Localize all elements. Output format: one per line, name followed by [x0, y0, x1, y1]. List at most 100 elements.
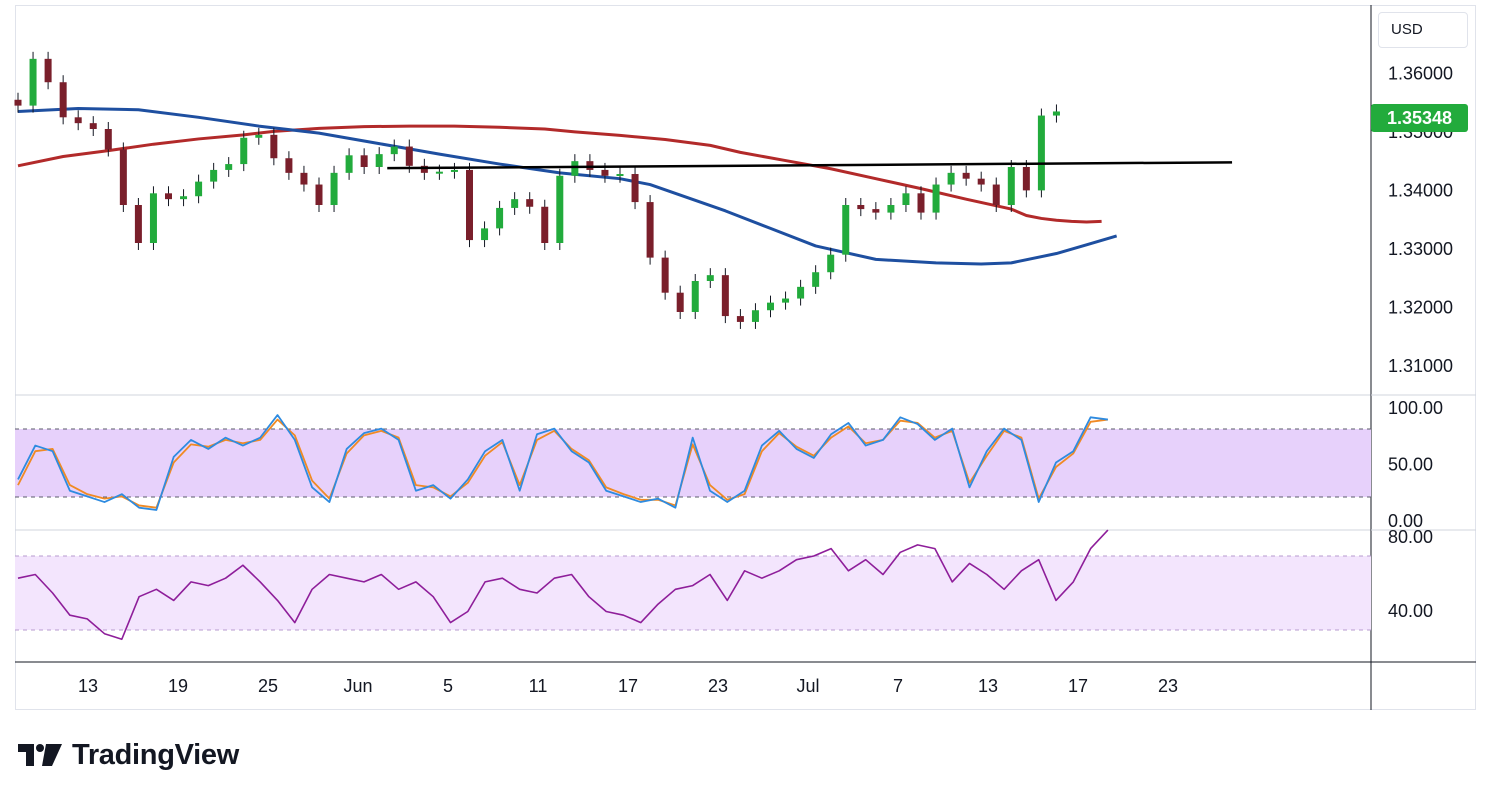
candle-body [751, 310, 759, 322]
candle-body [887, 205, 895, 213]
candle-body [210, 169, 218, 182]
ma-red-path [17, 124, 1102, 224]
candle-body [1022, 167, 1030, 191]
time-tick-label: 23 [1158, 676, 1178, 696]
tradingview-mark-icon [18, 744, 62, 766]
resistance-path[interactable] [387, 161, 1233, 170]
candle-body [285, 158, 293, 173]
stochastic-tick-label: 0.00 [1388, 511, 1423, 531]
candle-body [180, 196, 188, 200]
candle-body [165, 193, 172, 200]
time-tick-label: 17 [618, 676, 638, 696]
candle-body [149, 193, 157, 243]
currency-label: USD [1391, 21, 1423, 38]
candle-body [977, 178, 985, 185]
rsi-path [17, 529, 1109, 641]
rsi-band [15, 556, 1371, 630]
candle-body [74, 117, 82, 124]
candle-body [827, 254, 835, 273]
candle-body [947, 172, 955, 185]
candle-body [1007, 167, 1015, 205]
candle-body [14, 99, 22, 106]
candle-body [44, 58, 52, 83]
candle-body [300, 172, 308, 185]
time-tick-label: Jun [343, 676, 372, 696]
candle-body [601, 169, 609, 176]
chart-frame [15, 5, 1476, 710]
candle-body [360, 155, 368, 167]
candle-body [812, 272, 820, 287]
resistance-line[interactable] [387, 161, 1233, 170]
candle-body [631, 174, 639, 203]
stochastic-lines [17, 414, 1109, 511]
tradingview-logo[interactable]: TradingView [18, 738, 239, 772]
candle-body [691, 281, 699, 312]
candle-body [89, 123, 97, 129]
candle-body [420, 165, 428, 173]
rsi-tick-label: 40.00 [1388, 601, 1433, 621]
time-tick-label: 23 [708, 676, 728, 696]
candle-body [240, 137, 248, 165]
candle-body [119, 149, 127, 205]
candle-body [255, 134, 263, 138]
candle-body [195, 181, 203, 197]
candle-body [676, 292, 684, 312]
candle-body [962, 172, 970, 179]
candle-body [375, 154, 383, 167]
candle-body [706, 275, 714, 281]
stochastic-k-line [17, 414, 1109, 511]
price-tick-label: 1.32000 [1388, 297, 1453, 317]
candle-body [1052, 111, 1060, 116]
candle-body [225, 164, 233, 170]
candle-body [270, 134, 278, 159]
candle-body [721, 275, 729, 317]
price-tick-label: 1.31000 [1388, 356, 1453, 376]
candle-body [1037, 115, 1045, 191]
candlestick-series [14, 51, 1060, 329]
candle-body [345, 155, 353, 173]
candle-body [511, 199, 519, 208]
candle-body [767, 302, 774, 311]
last-price-value: 1.35348 [1386, 108, 1453, 128]
time-tick-label: 7 [893, 676, 903, 696]
price-tick-label: 1.33000 [1388, 239, 1453, 259]
currency-selector[interactable]: USD [1378, 12, 1468, 48]
candle-body [857, 205, 865, 210]
candle-body [797, 286, 805, 299]
time-tick-label: 19 [168, 676, 188, 696]
candle-body [842, 205, 850, 255]
candle-body [616, 174, 624, 177]
candle-body [556, 175, 564, 243]
candle-body [104, 129, 112, 150]
moving-average-blue-line [17, 107, 1118, 266]
candle-body [496, 207, 504, 229]
candle-body [405, 146, 413, 166]
stochastic-tick-label: 100.00 [1388, 398, 1443, 418]
time-axis-labels: 13 19 25 Jun 5 11 17 23 Jul 7 13 17 23 [78, 676, 1178, 696]
candle-body [526, 199, 534, 207]
price-tick-label: 1.34000 [1388, 180, 1453, 200]
candle-body [992, 184, 1000, 205]
logo-text: TradingView [72, 738, 239, 771]
candle-body [134, 205, 142, 243]
rsi-tick-label: 80.00 [1388, 527, 1433, 547]
candle-body [661, 257, 669, 293]
candle-body [782, 298, 790, 303]
candle-body [872, 209, 880, 213]
price-tick-label: 1.36000 [1388, 63, 1453, 83]
time-tick-label: 25 [258, 676, 278, 696]
last-price-tag: 1.35348 [1371, 104, 1468, 132]
stochastic-axis-labels: 100.00 50.00 0.00 [1388, 398, 1443, 531]
time-tick-label: 5 [443, 676, 453, 696]
candle-body [466, 169, 473, 241]
candle-body [29, 58, 37, 106]
time-tick-label: 13 [78, 676, 98, 696]
rsi-line [17, 529, 1109, 641]
candle-body [435, 171, 443, 174]
candle-body [450, 169, 458, 172]
time-tick-label: 17 [1068, 676, 1088, 696]
candle-body [541, 206, 549, 243]
candle-body [315, 184, 323, 205]
candle-body [330, 172, 338, 205]
